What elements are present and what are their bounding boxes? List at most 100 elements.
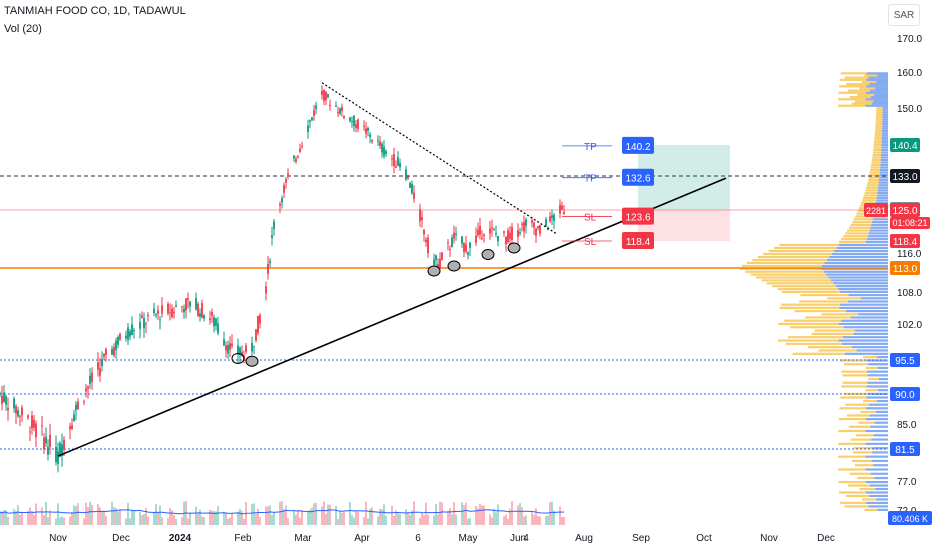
tp-sl-annotations[interactable]: TP 140.2 TP 132.6 SL 123.6 SL 118.4 [562, 136, 654, 249]
profile-bar-down [845, 352, 888, 355]
profile-bar-down [866, 359, 888, 362]
volume-bar [199, 509, 201, 525]
candle-body [115, 340, 117, 350]
price-label-box [890, 138, 920, 152]
profile-bar-up [778, 339, 839, 342]
candle-body [265, 286, 267, 294]
volume-bar [153, 512, 155, 525]
candle-body [161, 305, 163, 314]
volume-bar [147, 516, 149, 525]
indicator-label[interactable]: Vol (20) [4, 23, 42, 35]
candle-body [339, 108, 341, 114]
x-tick-label: Dec [112, 533, 130, 544]
profile-bar-down [877, 191, 888, 194]
profile-bar-down [865, 98, 888, 101]
price-label-box [890, 441, 920, 456]
candle-body [397, 156, 399, 166]
profile-bar-up [864, 191, 878, 194]
trendlines[interactable] [57, 82, 727, 457]
profile-bar-down [882, 118, 888, 121]
profile-bar-down [866, 396, 888, 399]
profile-bar-down [822, 264, 888, 267]
profile-bar-up [761, 279, 832, 282]
volume-bar [101, 511, 103, 525]
candle-body [199, 313, 201, 317]
profile-bar-down [877, 74, 888, 77]
volume-bar [505, 514, 507, 525]
profile-bar-down [881, 153, 888, 157]
profile-bar-up [846, 494, 870, 498]
profile-bar-up [838, 240, 866, 243]
candle-body [127, 327, 129, 340]
profile-bar-up [808, 346, 853, 349]
volume-bar [269, 505, 271, 525]
candle-body [511, 227, 513, 240]
candle-body [467, 252, 469, 255]
profile-bar-up [774, 246, 837, 249]
volume-bar [423, 514, 425, 525]
profile-bar-up [854, 464, 874, 467]
profile-bar-down [868, 232, 888, 235]
volume-bar [511, 501, 513, 525]
candle-body [399, 162, 401, 168]
candle-body [91, 372, 93, 383]
profile-bar-up [851, 102, 872, 105]
candle-body [97, 362, 99, 370]
volume-bar [99, 507, 101, 525]
volume-bar [279, 501, 281, 525]
candle-body [371, 139, 373, 142]
candle-body [321, 91, 323, 95]
candle-body [377, 140, 379, 142]
annotation-value: 123.6 [625, 213, 650, 224]
profile-bar-down [867, 235, 888, 238]
annotation-label: SL [584, 237, 597, 248]
volume-bar [117, 511, 119, 525]
profile-bar-up [872, 156, 881, 159]
profile-bar-down [869, 484, 888, 487]
pivot-circle [507, 242, 521, 254]
candle-body [111, 348, 113, 355]
volume-bar [129, 518, 131, 525]
profile-bar-up [843, 235, 868, 238]
price-label-box [890, 203, 920, 217]
profile-bar-down [881, 139, 888, 142]
candle-body [1, 395, 3, 404]
profile-bar-up [799, 300, 849, 303]
candle-body [283, 185, 285, 193]
annotation-label: SL [584, 213, 597, 224]
x-tick-label: 4 [523, 533, 529, 544]
price-axis[interactable]: 170.0160.0150.0116.0108.0102.085.077.072… [864, 34, 932, 525]
candle-body [369, 134, 371, 138]
profile-bar-up [854, 100, 874, 103]
candle-body [383, 146, 385, 156]
candle-body [189, 301, 191, 307]
candle-body [455, 233, 457, 235]
candle-body [509, 232, 511, 239]
profile-bar-up [865, 389, 878, 392]
profile-bar-down [868, 392, 888, 395]
volume-bar [323, 501, 325, 525]
profile-bar-up [872, 153, 882, 157]
candle-body [181, 306, 183, 308]
candle-body [293, 155, 295, 159]
candles [0, 85, 565, 473]
currency-button[interactable]: SAR [888, 4, 920, 26]
candle-body [553, 214, 555, 221]
profile-bar-down [871, 438, 888, 441]
profile-bar-down [836, 246, 888, 249]
volume-bar [143, 514, 145, 525]
profile-bar-up [856, 434, 874, 437]
volume-bar [385, 515, 387, 525]
profile-bar-down [866, 385, 888, 388]
volume-bar [155, 504, 157, 525]
volume-bar [69, 516, 71, 525]
profile-bar-up [861, 498, 877, 501]
profile-bar-up [875, 120, 883, 123]
profile-bar-down [869, 83, 888, 86]
profile-bar-down [880, 158, 888, 162]
price-label-box [890, 387, 920, 401]
profile-bar-down [848, 294, 888, 297]
